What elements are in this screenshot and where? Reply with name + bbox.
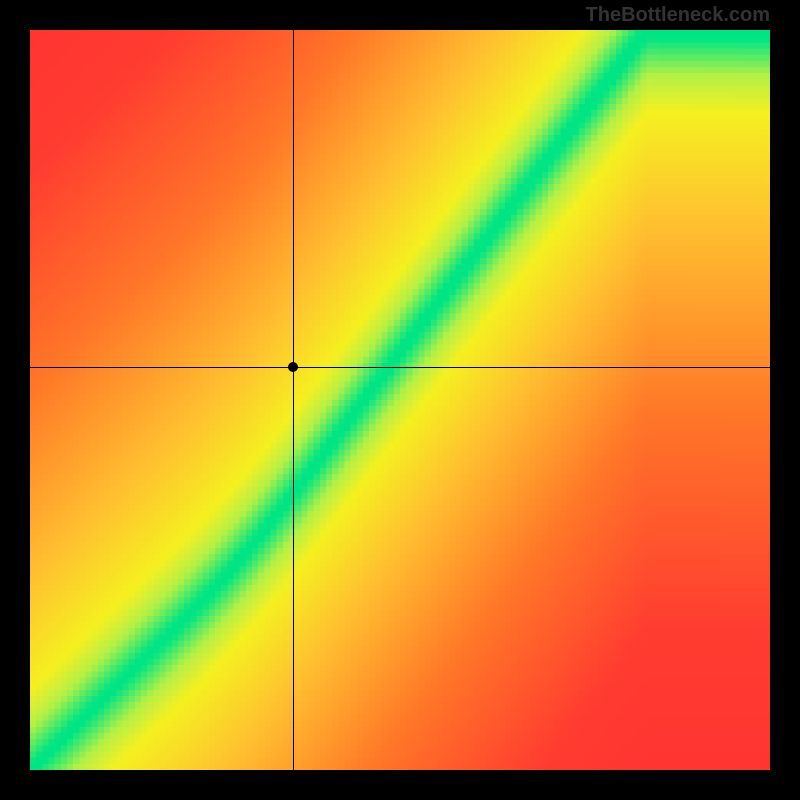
heatmap-plot xyxy=(30,30,770,770)
heatmap-canvas xyxy=(30,30,770,770)
crosshair-marker xyxy=(288,362,298,372)
crosshair-horizontal xyxy=(30,367,770,368)
watermark-label: TheBottleneck.com xyxy=(586,4,770,27)
crosshair-vertical xyxy=(293,30,294,770)
